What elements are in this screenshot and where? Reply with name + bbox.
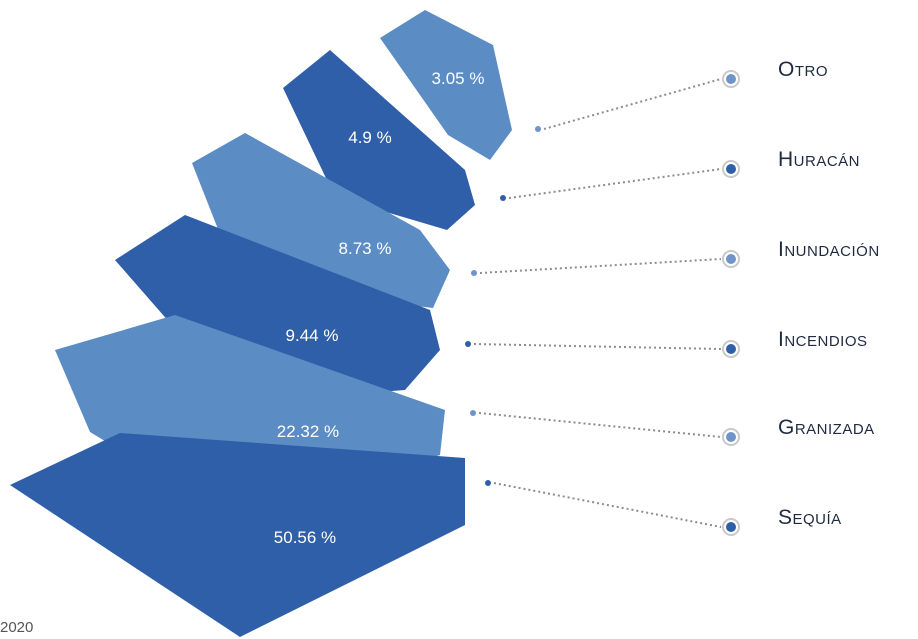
legend-dot-4 [726, 164, 736, 174]
legend-label-3: Inundación [778, 238, 880, 261]
value-label-2: 9.44 % [286, 326, 339, 345]
connector-line-0 [493, 482, 722, 528]
value-label-1: 22.32 % [277, 422, 339, 441]
legend-dot-3 [726, 254, 736, 264]
connector-line-2 [473, 343, 722, 350]
connector-line-4 [508, 168, 722, 199]
value-label-3: 8.73 % [339, 239, 392, 258]
value-label-5: 3.05 % [432, 69, 485, 88]
legend-label-1: Granizada [778, 416, 875, 439]
hexagon-layer-5 [380, 10, 512, 160]
hexagon-layers [10, 10, 512, 637]
connector-dot-2 [465, 341, 471, 347]
connector-dot-4 [500, 195, 506, 201]
connector-line-3 [479, 258, 722, 274]
connector-dot-0 [485, 480, 491, 486]
legend-label-2: Incendios [778, 328, 868, 351]
legend-dot-0 [726, 522, 736, 532]
footer-year: 2020 [0, 619, 34, 636]
value-label-0: 50.56 % [274, 528, 336, 547]
legend-label-4: Huracán [778, 148, 860, 171]
connector-line-1 [478, 412, 722, 438]
legend-dot-1 [726, 432, 736, 442]
connector-line-5 [543, 78, 722, 130]
category-legend: Sequía Granizada Incendios Inundación Huracá… [722, 58, 880, 536]
value-label-4: 4.9 % [348, 128, 391, 147]
legend-label-5: Otro [778, 58, 828, 81]
legend-dot-2 [726, 344, 736, 354]
hexagon-layer-2 [115, 215, 440, 403]
hexagon-layer-0 [10, 433, 465, 637]
connector-lines [465, 78, 722, 528]
value-labels: 50.56 % 22.32 % 9.44 % 8.73 % 4.9 % 3.05 % [274, 69, 485, 547]
connector-dot-1 [470, 410, 476, 416]
connector-dot-5 [535, 126, 541, 132]
connector-dot-3 [471, 270, 477, 276]
legend-label-0: Sequía [778, 506, 842, 529]
legend-dot-5 [726, 74, 736, 84]
